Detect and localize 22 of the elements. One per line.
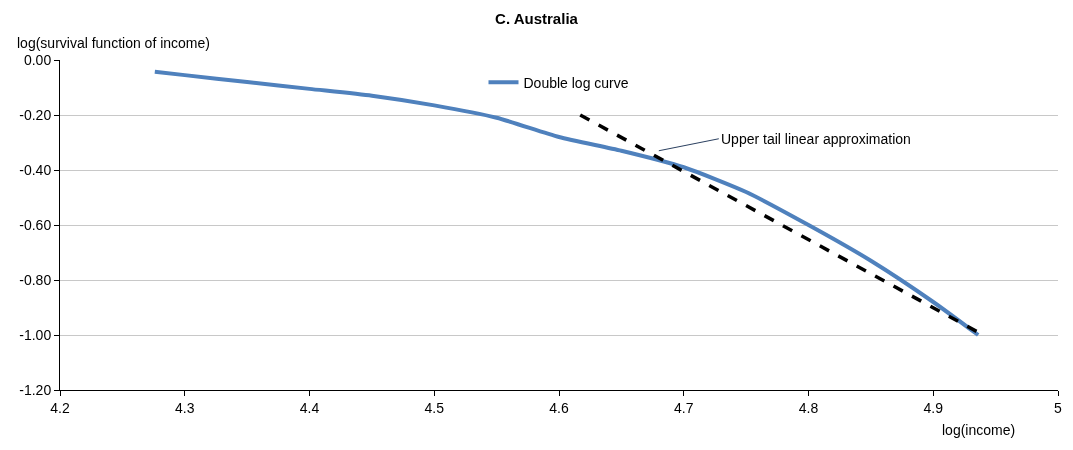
- y-tick-label: -1.20: [19, 381, 52, 398]
- line-series: [152, 69, 981, 337]
- chart-title: C. Australia: [495, 10, 579, 27]
- legend-label: Double log curve: [523, 74, 629, 91]
- y-tick-label: -0.60: [19, 216, 52, 233]
- y-tick-label: 0.00: [23, 51, 52, 68]
- x-tick-label: 4.6: [549, 399, 569, 416]
- y-axis-title: log(survival function of income): [17, 35, 210, 51]
- y-tick-label: -0.20: [19, 106, 52, 123]
- y-tick-label: -1.00: [19, 326, 52, 343]
- x-tick-label: 4.5: [424, 399, 445, 416]
- x-tick-label: 4.4: [299, 399, 320, 416]
- y-tick-label: -0.80: [19, 271, 52, 288]
- y-tick-label: -0.40: [19, 161, 52, 178]
- x-tick-label: 4.8: [798, 399, 819, 416]
- x-tick-label: 4.2: [50, 399, 70, 416]
- x-axis-title: log(income): [942, 422, 1016, 438]
- x-tick-label: 5: [1054, 399, 1063, 416]
- x-tick-label: 4.3: [175, 399, 195, 416]
- x-tick-label: 4.7: [674, 399, 694, 416]
- x-tick-label: 4.9: [923, 399, 944, 416]
- annotation: Upper tail linear approximation: [721, 131, 911, 147]
